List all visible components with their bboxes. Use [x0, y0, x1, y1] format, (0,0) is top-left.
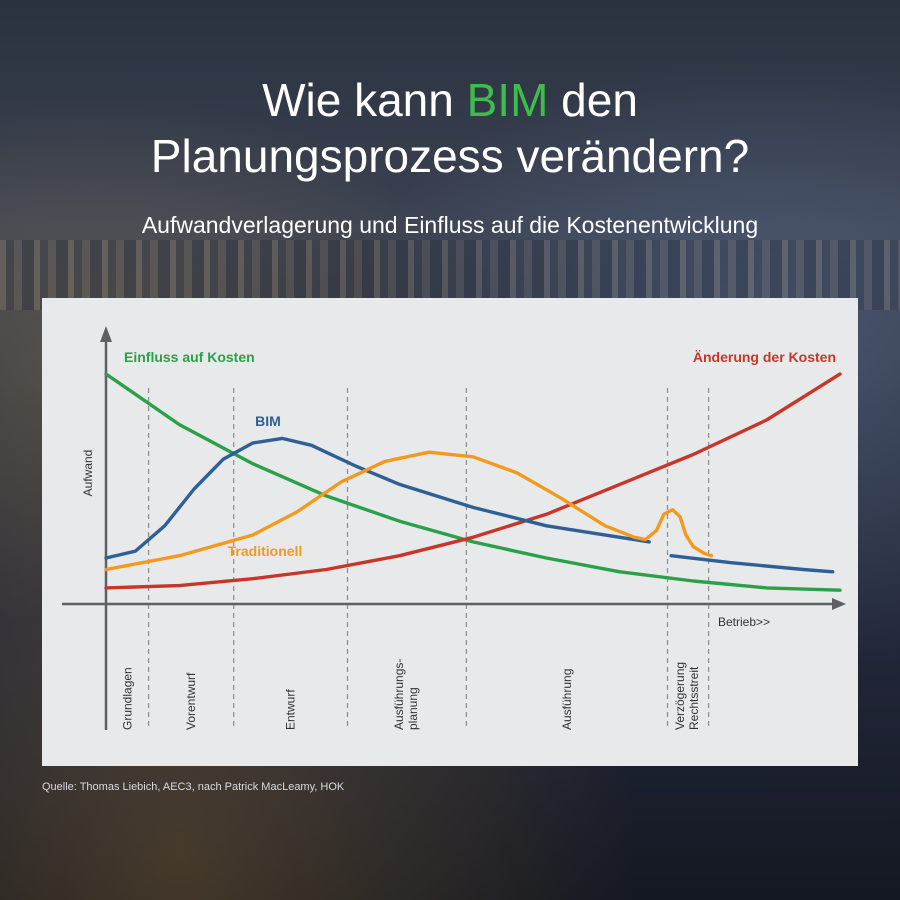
- y-axis-label: Aufwand: [81, 450, 95, 497]
- phase-label-line: Vorentwurf: [184, 672, 198, 730]
- title-suffix: den: [548, 74, 638, 126]
- title-line-2: Planungsprozess verändern?: [150, 130, 750, 182]
- phase-label-line: Ausführung: [560, 669, 574, 730]
- phase-label-line: Entwurf: [284, 689, 298, 730]
- x-axis-arrow: [832, 598, 846, 610]
- phase-label: Grundlagen: [120, 667, 134, 730]
- phase-label: Ausführung: [560, 669, 574, 730]
- chart-panel: Grundlagen Vorentwurf Entwurf Ausführungs-p…: [42, 298, 858, 766]
- series-label-traditional: Traditionell: [228, 543, 303, 559]
- y-axis-arrow: [100, 326, 112, 342]
- series-line-bim: [104, 436, 835, 574]
- series-label-change: Änderung der Kosten: [693, 349, 836, 365]
- series-line-influence: [104, 372, 842, 592]
- chart-svg: Grundlagen Vorentwurf Entwurf Ausführungs-p…: [62, 326, 846, 730]
- page-title: Wie kann BIM den Planungsprozess verände…: [0, 72, 900, 184]
- phase-label-line: Verzögerung: [673, 662, 687, 730]
- x-axis-label: Betrieb>>: [718, 615, 770, 629]
- series-label-bim: BIM: [255, 413, 281, 429]
- phase-label-line: Ausführungs-: [392, 659, 406, 730]
- source-note: Quelle: Thomas Liebich, AEC3, nach Patri…: [42, 781, 345, 793]
- phase-label-line: Rechtsstreit: [687, 666, 701, 730]
- title-prefix: Wie kann: [262, 74, 467, 126]
- page-subtitle: Aufwandverlagerung und Einfluss auf die …: [141, 212, 759, 238]
- series-line-traditional: [104, 450, 714, 572]
- series-line-change: [104, 372, 842, 590]
- title-accent-bim: BIM: [466, 74, 549, 126]
- phase-label-line: Grundlagen: [120, 667, 134, 730]
- phase-label-line: planung: [406, 687, 420, 730]
- phase-label: Entwurf: [284, 689, 298, 730]
- phase-label: Ausführungs-planung: [392, 659, 420, 730]
- phase-label: Vorentwurf: [184, 672, 198, 730]
- phase-label: VerzögerungRechtsstreit: [673, 662, 701, 730]
- series-label-influence: Einfluss auf Kosten: [124, 349, 255, 365]
